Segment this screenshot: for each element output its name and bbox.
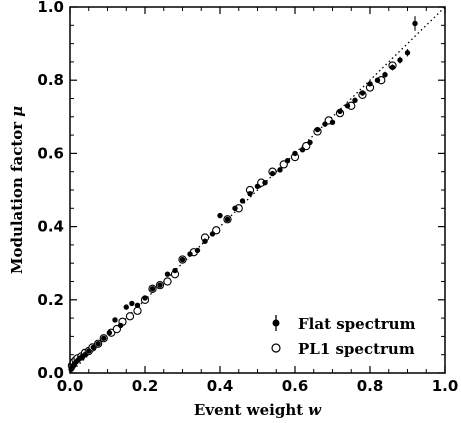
flat-point	[232, 205, 238, 211]
flat-point	[284, 158, 291, 164]
flat-point	[389, 64, 396, 71]
y-tick-label: 0.4	[37, 218, 64, 236]
flat-point	[412, 20, 418, 27]
x-axis-label-text: Event weight	[194, 401, 303, 419]
flat-point	[217, 212, 223, 219]
flat-point	[164, 271, 171, 277]
flat-point	[397, 57, 403, 63]
legend: Flat spectrum PL1 spectrum	[271, 315, 416, 358]
flat-point	[157, 282, 163, 288]
axis-ticks: 0.00.0 0.2 0.2 0.4 0.4 0.6 0.6 0.8 0.8 1.0 1.0	[37, 0, 458, 395]
y-tick-label: 0.2	[37, 291, 64, 309]
flat-point	[329, 119, 336, 125]
flat-point	[187, 251, 193, 257]
flat-point	[101, 335, 107, 341]
flat-point	[224, 216, 231, 222]
flat-point	[95, 341, 101, 347]
flat-point	[82, 352, 88, 358]
flat-point	[314, 126, 321, 133]
legend-flat-label: Flat spectrum	[298, 315, 416, 333]
identity-reference-line	[69, 6, 446, 374]
flat-point	[239, 198, 246, 204]
pl1-point	[163, 277, 172, 286]
flat-point	[299, 147, 306, 153]
flat-point	[86, 348, 92, 354]
y-axis-symbol: μ	[8, 106, 26, 117]
flat-point	[344, 103, 351, 109]
flat-point	[352, 97, 358, 104]
x-tick-label: 0.8	[357, 377, 384, 395]
flat-point	[112, 317, 118, 323]
flat-point	[269, 170, 276, 177]
flat-point	[179, 256, 186, 263]
flat-point	[337, 108, 343, 115]
flat-point	[277, 167, 283, 173]
x-tick-label: 0.6	[282, 377, 309, 395]
flat-point	[134, 302, 141, 308]
flat-point	[404, 50, 411, 56]
flat-point	[149, 286, 156, 292]
flat-point	[359, 90, 366, 96]
y-tick-label: 0.0	[37, 364, 64, 382]
flat-point	[202, 238, 208, 244]
flat-point	[172, 267, 178, 274]
y-tick-label: 0.6	[37, 144, 64, 162]
flat-point	[382, 72, 388, 78]
flat-point	[106, 330, 113, 336]
y-tick-label: 0.8	[37, 71, 64, 89]
flat-point	[322, 121, 328, 127]
flat-point	[367, 81, 373, 87]
flat-point	[247, 190, 253, 197]
x-tick-label: 0.4	[207, 377, 234, 395]
flat-point	[374, 77, 381, 83]
flat-point	[254, 183, 261, 190]
x-axis-label: Event weight w	[194, 401, 322, 419]
legend-flat-marker	[272, 315, 280, 331]
y-axis-label: Modulation factor μ	[8, 106, 26, 274]
flat-point	[307, 139, 313, 146]
legend-pl1-label: PL1 spectrum	[298, 340, 415, 358]
flat-point	[262, 179, 268, 186]
plot-frame	[69, 6, 446, 374]
pl1-point	[133, 306, 142, 315]
y-axis-label-text: Modulation factor	[8, 121, 26, 274]
flat-series	[68, 16, 418, 373]
flat-point	[209, 231, 216, 237]
pl1-point	[125, 312, 135, 321]
flat-point	[123, 304, 129, 310]
flat-point	[292, 150, 298, 157]
y-tick-label: 1.0	[37, 0, 64, 16]
flat-point	[142, 295, 148, 301]
x-tick-label: 1.0	[432, 377, 459, 395]
flat-point	[90, 344, 96, 351]
x-tick-label: 0.2	[132, 377, 159, 395]
x-axis-symbol: w	[308, 401, 322, 419]
flat-point	[117, 322, 124, 329]
x-tick-label: 0.0	[57, 377, 84, 395]
flat-point	[194, 247, 201, 254]
flat-point	[129, 300, 135, 307]
legend-pl1-marker	[271, 343, 281, 353]
